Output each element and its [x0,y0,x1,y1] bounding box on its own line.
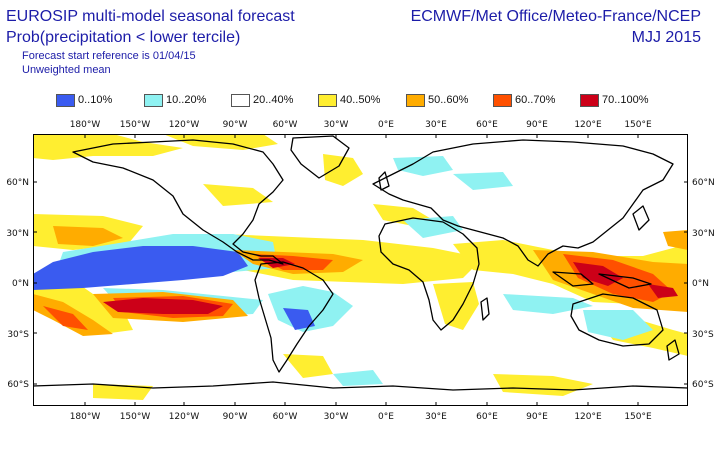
legend-swatch [406,94,425,107]
latitude-axis-right: 60°N 30°N 0°N 30°S 60°S [692,178,715,390]
longitude-axis-top: 180°W 150°W 120°W 90°W 60°W 30°W 0°E 30°… [70,120,652,130]
lon-label: 120°W [169,412,200,422]
legend-swatch [318,94,337,107]
lon-label: 30°W [324,120,349,130]
lat-label: 60°N [692,178,715,188]
lon-label: 120°W [169,120,200,130]
legend-label: 40..50% [340,94,381,106]
forecast-title-line2: Prob(precipitation < lower tercile) [6,29,241,46]
lon-label: 150°W [120,120,151,130]
map-ticks [33,134,688,406]
lon-label: 180°W [70,412,101,422]
lon-label: 180°W [70,120,101,130]
lon-label: 60°W [273,120,298,130]
legend-swatch [231,94,250,107]
lon-label: 90°E [526,120,548,130]
legend-swatch [144,94,163,107]
lon-label: 30°W [324,412,349,422]
lon-label: 0°E [378,120,394,130]
lat-label: 0°N [692,279,709,289]
lon-label: 150°E [624,412,652,422]
lat-label: 60°S [692,380,714,390]
lat-label: 30°N [692,229,715,239]
legend-label: 70..100% [602,94,649,106]
lon-label: 150°E [624,120,652,130]
latitude-axis-left: 60°N 30°N 0°N 30°S 60°S [6,178,29,390]
legend-swatch [493,94,512,107]
legend-label: 60..70% [515,94,556,106]
lat-label: 60°S [7,380,29,390]
lon-label: 30°E [425,120,447,130]
legend-label: 0..10% [78,94,113,106]
shading-0-10 [33,246,315,330]
legend-swatch [580,94,599,107]
lon-label: 90°W [223,412,248,422]
lat-label: 0°N [12,279,29,289]
lat-label: 60°N [6,178,29,188]
lat-label: 30°S [7,330,29,340]
lat-label: 30°N [6,229,29,239]
lon-label: 60°E [476,120,498,130]
forecast-title-line1: EUROSIP multi-model seasonal forecast [6,8,295,25]
legend-label: 20..40% [253,94,294,106]
lon-label: 30°E [425,412,447,422]
centres-attribution: ECMWF/Met Office/Meteo-France/NCEP [410,8,701,25]
legend-swatch [56,94,75,107]
legend-label: 50..60% [428,94,469,106]
legend-label: 10..20% [166,94,207,106]
lon-label: 0°E [378,412,394,422]
lon-label: 120°E [574,412,602,422]
lon-label: 150°W [120,412,151,422]
lon-label: 120°E [574,120,602,130]
probability-map [33,134,688,406]
lon-label: 90°W [223,120,248,130]
map-frame [33,134,688,406]
longitude-axis-bottom: 180°W 150°W 120°W 90°W 60°W 30°W 0°E 30°… [70,412,652,422]
color-legend: 0..10% 10..20% 20..40% 40..50% 50..60% 6… [0,93,723,109]
forecast-start-reference: Forecast start reference is 01/04/15 [22,50,196,62]
lon-label: 60°W [273,412,298,422]
ensemble-weighting-note: Unweighted mean [22,64,111,76]
lon-label: 60°E [476,412,498,422]
forecast-season: MJJ 2015 [631,29,701,46]
lon-label: 90°E [526,412,548,422]
coastlines [33,135,688,391]
lat-label: 30°S [692,330,714,340]
